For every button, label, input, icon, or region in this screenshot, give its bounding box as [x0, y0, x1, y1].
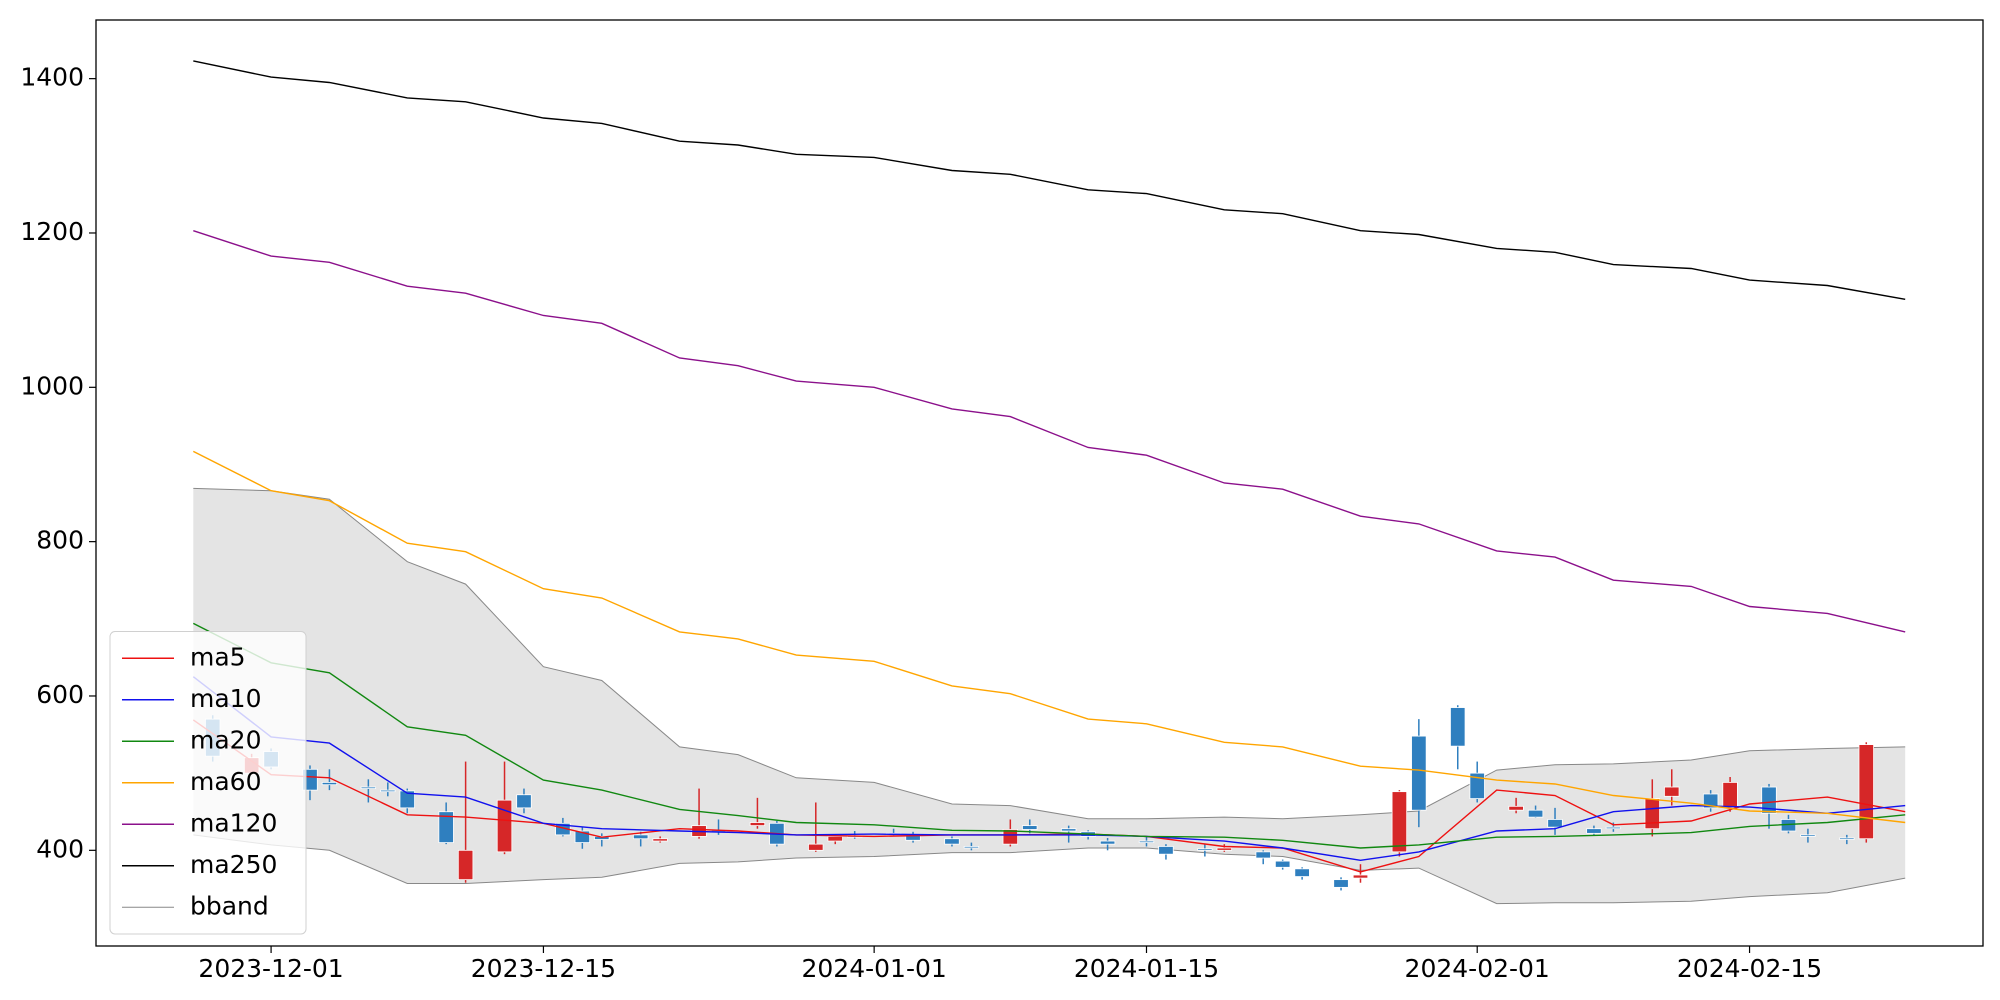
candle-body [944, 838, 960, 845]
candle-body [380, 789, 396, 793]
candle-body [1508, 805, 1524, 811]
candle-body [1450, 707, 1466, 747]
candle-body [457, 849, 474, 881]
y-tick-label: 1400 [20, 63, 84, 92]
candle-body [652, 838, 668, 842]
candle-body [633, 834, 649, 840]
y-tick-label: 400 [36, 834, 84, 863]
candle-body [1274, 860, 1291, 868]
candle-body [963, 846, 980, 849]
x-tick-label: 2024-02-01 [1405, 954, 1550, 983]
candle-body [827, 836, 843, 842]
ma-line [192, 450, 1906, 824]
candle-body [496, 799, 513, 853]
candle-body [1352, 874, 1369, 879]
candle-body [1761, 786, 1777, 814]
candle-body [360, 786, 377, 789]
x-tick-label: 2024-01-15 [1074, 954, 1219, 983]
candle-body [1800, 834, 1816, 837]
legend-label: bband [190, 891, 269, 920]
candle-body [1294, 868, 1310, 877]
candle-body [438, 811, 454, 843]
candle-body [1586, 828, 1602, 834]
candle-body [1527, 809, 1544, 818]
candle-body [1197, 848, 1213, 851]
candle-body [1255, 851, 1271, 859]
ma-line [193, 60, 1906, 300]
axes-frame [95, 19, 1984, 947]
x-tick-label: 2023-12-15 [471, 954, 616, 983]
candle-body [1839, 837, 1855, 840]
candle-body [574, 830, 591, 843]
candle-body [1858, 744, 1874, 840]
candle-body [1158, 846, 1174, 855]
legend-box [109, 631, 307, 935]
candle-body [1333, 879, 1349, 888]
plot-area [192, 60, 1906, 905]
legend-label: ma60 [190, 767, 261, 796]
legend-label: ma20 [190, 725, 261, 754]
candle-body [1547, 819, 1563, 828]
y-tick-label: 600 [36, 680, 84, 709]
candle-body [516, 794, 532, 809]
ma-line [192, 676, 1906, 862]
candle-body [1664, 786, 1680, 797]
legend-label: ma10 [190, 684, 261, 713]
candle-body [1469, 772, 1485, 800]
candle-body [1099, 840, 1116, 845]
candle-body [1644, 798, 1660, 830]
x-tick-label: 2024-01-01 [801, 954, 946, 983]
bband-upper [193, 487, 1906, 820]
candle-body [1411, 735, 1427, 811]
candle-body [1216, 847, 1233, 851]
legend-label: ma250 [190, 850, 277, 879]
legend-label: ma120 [190, 808, 277, 837]
candle-body [1605, 826, 1622, 830]
candle-body [1022, 825, 1038, 830]
candle-body [399, 790, 415, 809]
candle-body [1002, 829, 1019, 845]
candle-body [321, 782, 338, 786]
candle-body [808, 843, 824, 851]
candle-body [1060, 828, 1077, 832]
candle-body [1391, 791, 1408, 853]
x-tick-label: 2023-12-01 [198, 954, 343, 983]
ma-line [192, 622, 1906, 849]
legend: ma5 ma10 ma20 ma60 ma120 ma250 bband [109, 631, 307, 935]
candle-body [1702, 793, 1719, 809]
legend-label: ma5 [190, 642, 246, 671]
y-tick-label: 1000 [20, 371, 84, 400]
candle-body [594, 836, 610, 840]
candle-body [1138, 840, 1155, 843]
y-tick-label: 800 [36, 526, 84, 555]
candle-body [1722, 782, 1738, 809]
ma-line [193, 230, 1906, 633]
y-tick-label: 1200 [20, 217, 84, 246]
bband-lower [193, 834, 1906, 905]
candle-body [749, 822, 766, 827]
x-tick-label: 2024-02-15 [1677, 954, 1822, 983]
